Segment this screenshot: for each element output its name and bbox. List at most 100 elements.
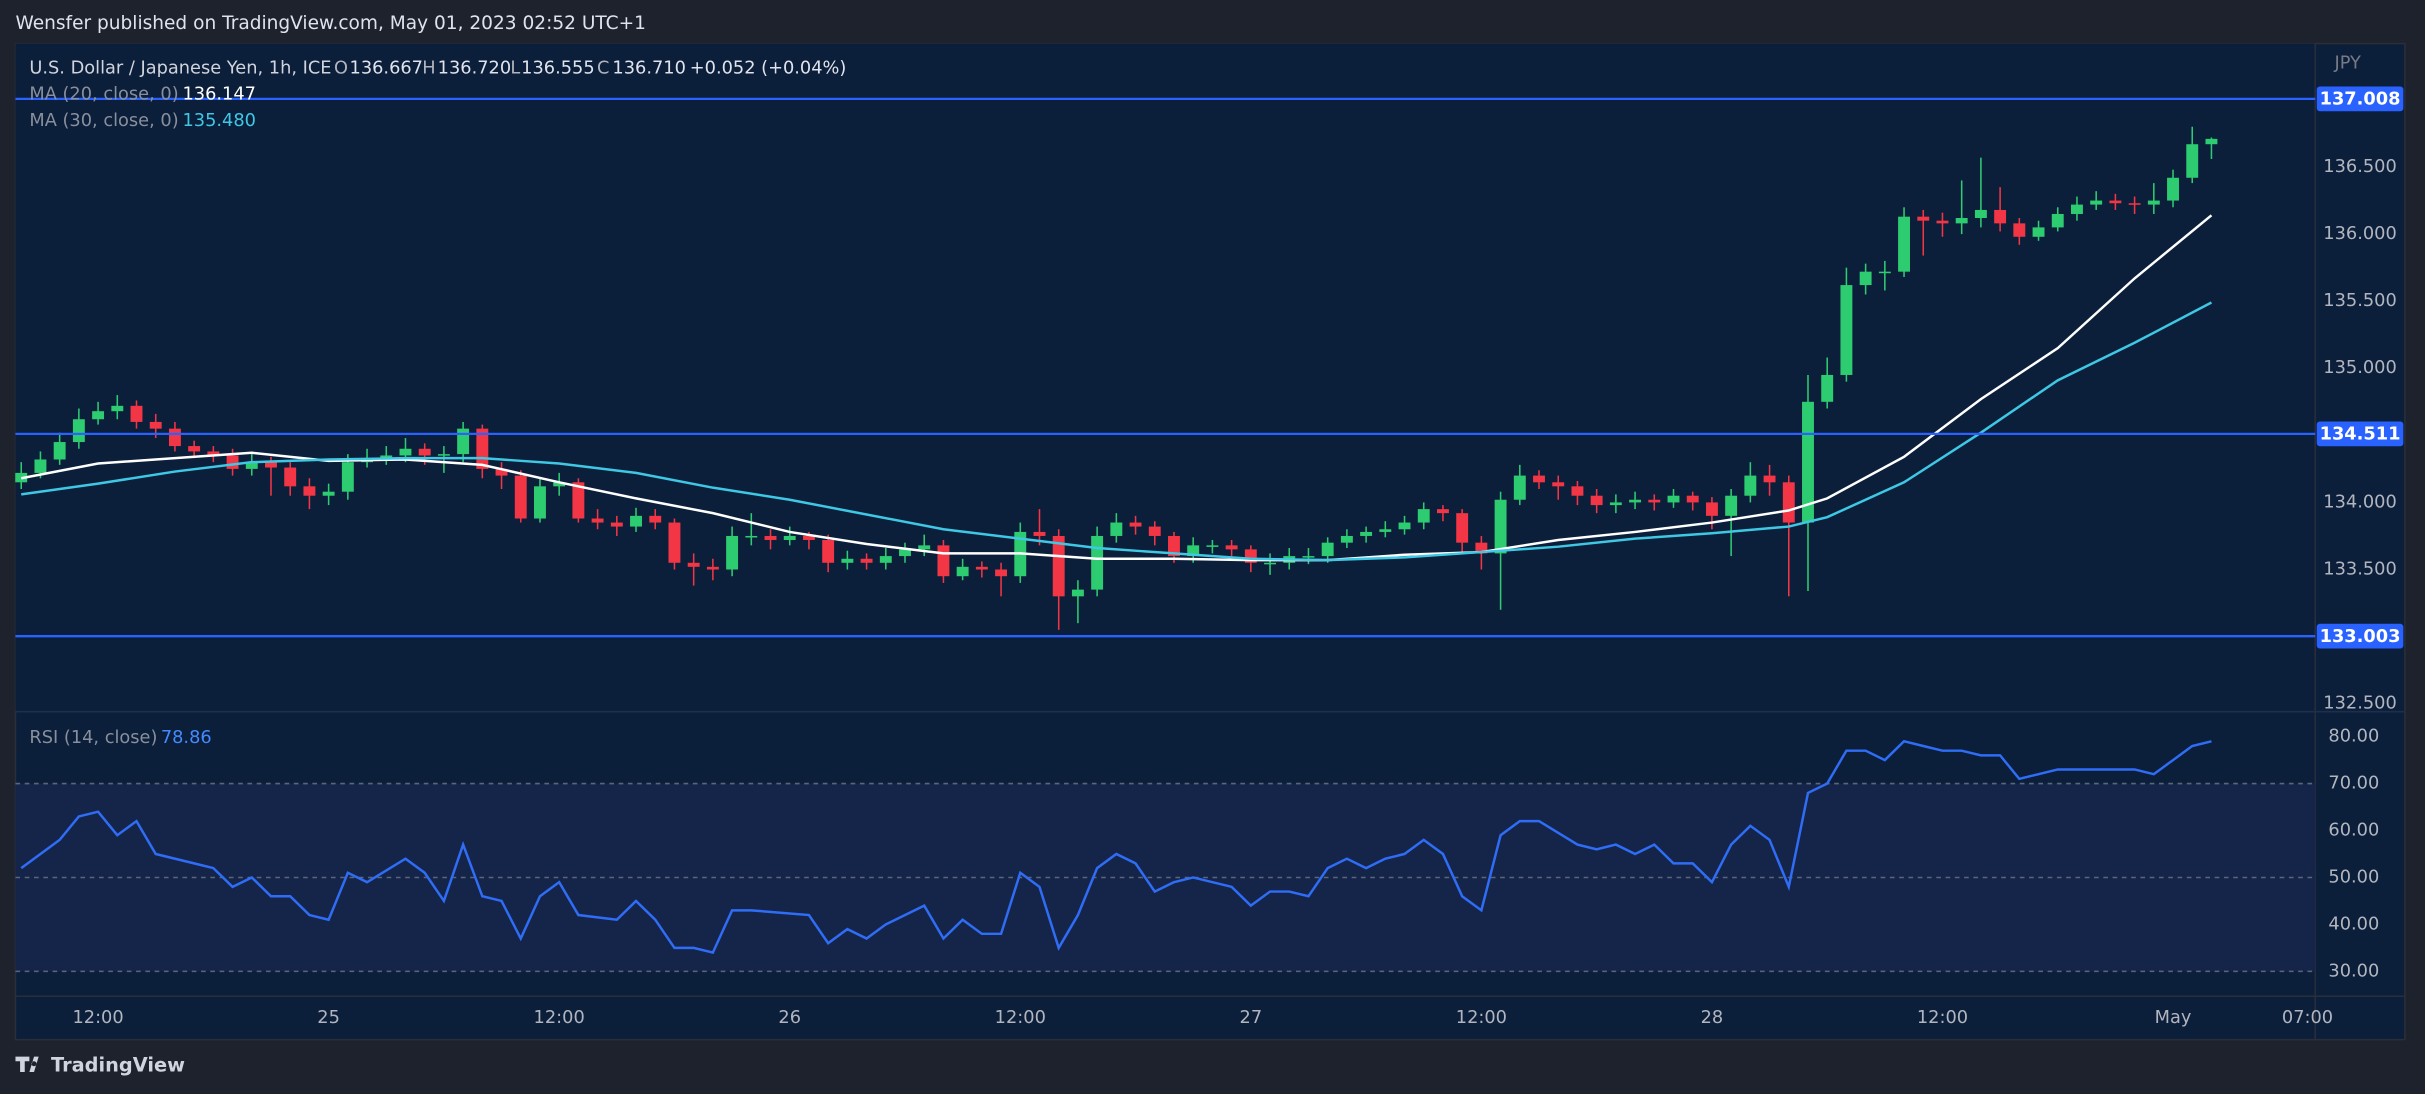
x-tick-label: 12:00 — [1456, 1007, 1507, 1028]
candle-body — [322, 491, 335, 496]
candle-body — [245, 462, 258, 469]
ohlc-value: 136.710 — [612, 57, 685, 78]
currency-label: JPY — [2333, 53, 2361, 74]
y-tick-label: 60.00 — [2328, 820, 2379, 841]
candle-body — [1513, 475, 1526, 500]
candle-body — [1936, 220, 1949, 224]
candle-body — [284, 467, 297, 487]
candle-body — [1110, 522, 1123, 536]
change: +0.052 (+0.04%) — [690, 57, 847, 78]
candle-body — [2013, 223, 2026, 237]
candle-body — [514, 475, 527, 519]
candle-body — [1321, 542, 1334, 557]
candle-body — [687, 562, 700, 567]
candle-body — [649, 515, 662, 523]
candle-body — [2186, 144, 2199, 178]
candle-body — [630, 515, 642, 527]
candle-body — [188, 446, 201, 452]
level-label: 137.008 — [2320, 89, 2401, 110]
x-tick-label: 12:00 — [534, 1007, 585, 1028]
level-badge — [2316, 623, 2404, 649]
candle-body — [553, 482, 566, 487]
ma30-legend: MA (30, close, 0) — [29, 110, 178, 131]
y-tick-label: 30.00 — [2328, 960, 2379, 981]
candle-body — [341, 462, 354, 492]
candle-body — [745, 535, 758, 538]
candle-body — [1475, 542, 1488, 554]
x-tick-label: 12:00 — [72, 1007, 123, 1028]
candle-body — [34, 459, 47, 473]
candle-body — [1533, 475, 1545, 483]
rsi-value: 78.86 — [161, 727, 212, 748]
candle-body — [1340, 535, 1353, 543]
candle-body — [495, 468, 508, 476]
candle-body — [956, 566, 969, 577]
candle-body — [1878, 271, 1891, 274]
candle-body — [111, 405, 124, 412]
candle-body — [207, 451, 220, 456]
candle-body — [879, 556, 892, 563]
candle-body — [1129, 522, 1142, 527]
series-line — [21, 214, 2213, 562]
candle-body — [822, 539, 835, 563]
candle-body — [802, 535, 815, 540]
candle-body — [1802, 401, 1814, 523]
candle-body — [1302, 556, 1315, 558]
candle-body — [1917, 216, 1930, 221]
candle-body — [1206, 545, 1219, 547]
y-tick-label: 40.00 — [2328, 913, 2379, 934]
candle-body — [1686, 495, 1699, 503]
candle-body — [53, 442, 66, 460]
brand: TradingView — [51, 1053, 185, 1076]
candle-body — [2167, 177, 2179, 201]
x-tick-label: 07:00 — [2282, 1007, 2333, 1028]
candle-body — [1782, 482, 1795, 523]
candle-body — [1187, 545, 1200, 557]
candle-body — [668, 522, 681, 563]
candle-body — [2128, 203, 2141, 205]
candle-body — [1725, 495, 1738, 516]
y-tick-label: 50.00 — [2328, 866, 2379, 887]
candle-body — [783, 535, 796, 540]
y-tick-label: 80.00 — [2328, 726, 2379, 747]
candle-body — [1225, 545, 1238, 550]
series-line — [20, 739, 2212, 955]
x-tick-label: 12:00 — [1917, 1007, 1968, 1028]
y-tick-label: 133.500 — [2323, 558, 2396, 579]
candle-body — [2109, 200, 2122, 204]
ohlc-value: 136.720 — [438, 57, 511, 78]
y-tick-label: 136.000 — [2323, 223, 2396, 244]
ohlc-letter: O — [334, 57, 348, 78]
candle-body — [591, 518, 604, 523]
candle-body — [1436, 509, 1449, 514]
candle-body — [1744, 475, 1757, 496]
ohlc-letter: C — [597, 57, 609, 78]
price-pane — [15, 43, 2316, 712]
candle-body — [2147, 200, 2160, 205]
candle-body — [860, 558, 873, 563]
candle-body — [1667, 495, 1680, 503]
candle-body — [1264, 562, 1276, 565]
candle-body — [72, 419, 85, 443]
candle-body — [975, 566, 988, 570]
candle-body — [2032, 227, 2045, 237]
y-tick-label: 135.500 — [2323, 290, 2396, 311]
candle-body — [2071, 204, 2083, 214]
candle-body — [149, 421, 162, 429]
candle-body — [899, 549, 911, 557]
candle-body — [1609, 502, 1622, 506]
candle-body — [764, 535, 777, 540]
x-tick-label: May — [2155, 1007, 2192, 1028]
level-label: 133.003 — [2320, 626, 2401, 647]
candle-body — [1705, 502, 1718, 516]
candle-body — [418, 448, 431, 456]
x-tick-label: 25 — [317, 1007, 340, 1028]
ma20-legend: MA (20, close, 0) — [29, 84, 178, 105]
candle-body — [918, 545, 931, 550]
candle-body — [1571, 486, 1584, 496]
y-tick-label: 136.500 — [2323, 156, 2396, 177]
candle-body — [303, 486, 316, 496]
candle-body — [457, 428, 470, 455]
candle-body — [1629, 499, 1642, 503]
ma20-value: 136.147 — [182, 84, 255, 105]
